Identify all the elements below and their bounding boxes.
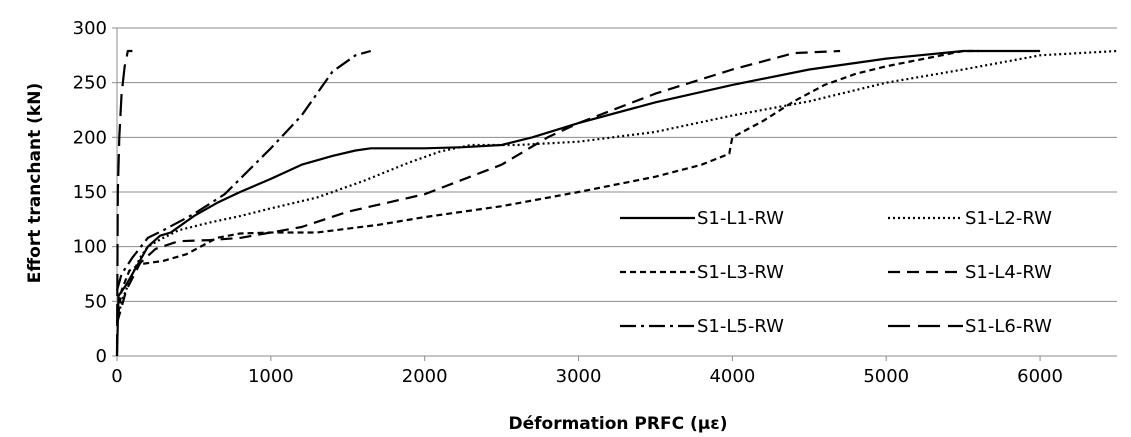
series-lines <box>115 49 1118 357</box>
legend-label-s1-l1-rw: S1-L1-RW <box>697 208 784 229</box>
series-line-s1-l2-rw <box>115 49 1118 324</box>
x-tick-label-6000: 6000 <box>1017 366 1063 387</box>
legend-label-s1-l4-rw: S1-L4-RW <box>965 262 1052 283</box>
y-tick-labels: 0 50 100 150 200 250 300 <box>73 18 107 367</box>
x-tick-labels: 0 1000 2000 3000 4000 5000 6000 <box>111 366 1063 387</box>
series-line-s1-l5-rw <box>115 49 372 291</box>
legend-label-s1-l5-rw: S1-L5-RW <box>697 316 784 337</box>
x-tick-label-3000: 3000 <box>556 366 602 387</box>
legend-label-s1-l2-rw: S1-L2-RW <box>965 208 1052 229</box>
axes <box>112 27 1117 361</box>
y-tick-label-300: 300 <box>73 18 107 39</box>
series-line-s1-l3-rw <box>115 49 979 324</box>
y-tick-label-150: 150 <box>73 182 107 203</box>
legend-label-s1-l6-rw: S1-L6-RW <box>965 316 1052 337</box>
x-tick-label-2000: 2000 <box>402 366 448 387</box>
x-tick-label-0: 0 <box>111 366 122 387</box>
legend-label-s1-l3-rw: S1-L3-RW <box>697 262 784 283</box>
gridlines <box>117 27 1117 302</box>
x-tick-label-4000: 4000 <box>709 366 755 387</box>
y-tick-label-250: 250 <box>73 73 107 94</box>
y-tick-label-100: 100 <box>73 237 107 258</box>
x-tick-label-1000: 1000 <box>248 366 294 387</box>
legend: S1-L1-RW S1-L2-RW S1-L3-RW S1-L4-RW S1-L5-RW… <box>620 208 1052 337</box>
x-axis-title: Déformation PRFC (με) <box>508 414 727 434</box>
series-line-s1-l4-rw <box>115 49 841 324</box>
x-tick-label-5000: 5000 <box>863 366 909 387</box>
y-tick-label-0: 0 <box>96 346 107 367</box>
y-tick-label-200: 200 <box>73 127 107 148</box>
y-axis-title: Effort tranchant (kN) <box>25 83 45 283</box>
series-line-s1-l1-rw <box>115 49 1041 357</box>
y-tick-label-50: 50 <box>84 291 107 312</box>
series-line-s1-l6-rw <box>115 49 133 357</box>
